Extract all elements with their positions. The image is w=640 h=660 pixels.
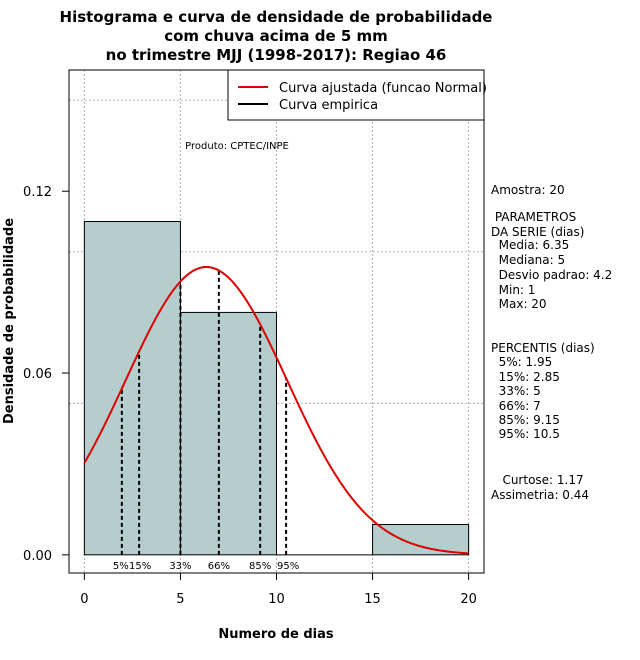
percentile-label-5: 5% — [113, 561, 129, 572]
percentis-header: PERCENTIS (dias) — [491, 341, 595, 355]
normal-density-curve — [83, 266, 469, 555]
percentile-label-85: 85% — [249, 561, 271, 572]
histogram-bar-0 — [83, 221, 181, 556]
legend-label-empirical: Curva empirica — [279, 98, 378, 113]
param-median: Mediana: 5 — [491, 253, 565, 267]
param-min: Min: 1 — [491, 283, 535, 297]
legend: Curva ajustada (funcao Normal) Curva emp… — [227, 69, 487, 121]
param-max: Max: 20 — [491, 297, 547, 311]
skewness: Assimetria: 0.44 — [491, 488, 589, 502]
legend-box — [227, 69, 485, 121]
y-tick-label: 0.12 — [23, 185, 52, 200]
percentil-85: 85%: 9.15 — [491, 413, 560, 427]
y-tick-label: 0.00 — [23, 549, 52, 564]
chart-title-line-3: no trimestre MJJ (1998-2017): Regiao 46 — [106, 46, 447, 64]
product-credit: Produto: CPTEC/INPE — [185, 141, 289, 152]
histogram-bars — [83, 221, 470, 556]
kurtosis: Curtose: 1.17 — [491, 473, 584, 487]
percentile-label-15: 15% — [129, 561, 151, 572]
chart-title-line-2: com chuva acima de 5 mm — [164, 27, 388, 45]
histogram-bar-3 — [372, 524, 470, 556]
percentil-15: 15%: 2.85 — [491, 370, 560, 384]
params-header-2: DA SERIE (dias) — [491, 225, 584, 239]
params-header-1: PARAMETROS — [491, 210, 576, 224]
y-axis: 0.00 0.06 0.12 — [23, 185, 70, 564]
chart-title: Histograma e curva de densidade de proba… — [60, 8, 493, 64]
x-tick-label: 15 — [364, 592, 381, 607]
y-axis-title: Densidade de probabilidade — [2, 218, 17, 424]
sample-size: Amostra: 20 — [491, 183, 565, 197]
percentile-markers: 5% 15% 33% 66% 85% 95% — [113, 270, 299, 572]
x-tick-label: 0 — [80, 592, 88, 607]
x-axis-title: Numero de dias — [218, 627, 334, 642]
percentil-66: 66%: 7 — [491, 399, 541, 413]
legend-label-normal: Curva ajustada (funcao Normal) — [279, 81, 487, 96]
percentile-label-95: 95% — [277, 561, 299, 572]
x-tick-label: 5 — [176, 592, 184, 607]
statistics-panel: Amostra: 20 PARAMETROS DA SERIE (dias) M… — [491, 183, 612, 502]
percentil-33: 33%: 5 — [491, 384, 541, 398]
histogram-bar-1 — [179, 311, 277, 556]
x-tick-label: 20 — [460, 592, 477, 607]
percentile-label-66: 66% — [208, 561, 230, 572]
param-sd: Desvio padrao: 4.2 — [491, 268, 612, 282]
chart-title-line-1: Histograma e curva de densidade de proba… — [60, 8, 493, 26]
x-tick-label: 10 — [268, 592, 285, 607]
percentil-5: 5%: 1.95 — [491, 355, 552, 369]
percentile-label-33: 33% — [169, 561, 191, 572]
x-axis: 0 5 10 15 20 — [80, 572, 477, 607]
percentil-95: 95%: 10.5 — [491, 427, 560, 441]
y-tick-label: 0.06 — [23, 367, 52, 382]
param-mean: Media: 6.35 — [491, 238, 569, 252]
